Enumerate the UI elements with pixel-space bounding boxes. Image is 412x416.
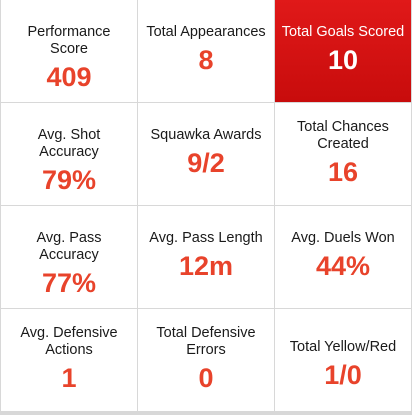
stat-label: Performance Score — [27, 24, 111, 57]
stat-label: Total Chances Created — [297, 119, 389, 152]
stat-label: Avg. Duels Won — [291, 230, 395, 246]
stat-label: Total Goals Scored — [281, 24, 405, 40]
stat-avg-shot-accuracy: Avg. Shot Accuracy 79% — [1, 103, 137, 205]
stat-squawka-awards: Squawka Awards 9/2 — [138, 103, 274, 205]
stat-label: Total Appearances — [146, 24, 266, 40]
stat-avg-duels-won: Avg. Duels Won 44% — [275, 206, 411, 308]
stat-label: Avg. Pass Length — [149, 230, 263, 246]
stat-total-goals-scored: Total Goals Scored 10 — [275, 0, 411, 102]
stat-total-yellow-red: Total Yellow/Red 1/0 — [275, 309, 411, 411]
stat-value: 77% — [41, 268, 97, 298]
stat-label: Avg. Defensive Actions — [20, 325, 118, 358]
stat-value: 409 — [46, 62, 92, 92]
stat-performance-score: Performance Score 409 — [1, 0, 137, 102]
stat-value: 0 — [198, 363, 214, 393]
stat-value: 12m — [178, 251, 234, 281]
stat-label: Avg. Pass Accuracy — [36, 230, 102, 263]
stat-value: 1 — [61, 363, 77, 393]
stat-total-defensive-errors: Total Defensive Errors 0 — [138, 309, 274, 411]
stat-avg-pass-length: Avg. Pass Length 12m — [138, 206, 274, 308]
stat-value: 9/2 — [187, 148, 225, 178]
stat-value: 10 — [327, 45, 359, 75]
stat-avg-defensive-actions: Avg. Defensive Actions 1 — [1, 309, 137, 411]
stat-label: Total Yellow/Red — [289, 339, 397, 355]
stat-avg-pass-accuracy: Avg. Pass Accuracy 77% — [1, 206, 137, 308]
stat-label: Avg. Shot Accuracy — [37, 127, 101, 160]
stat-total-chances-created: Total Chances Created 16 — [275, 103, 411, 205]
stat-label: Squawka Awards — [150, 127, 262, 143]
stat-value: 1/0 — [324, 360, 362, 390]
stat-label: Total Defensive Errors — [156, 325, 256, 358]
stat-value: 8 — [198, 45, 214, 75]
stat-total-appearances: Total Appearances 8 — [138, 0, 274, 102]
stat-value: 44% — [315, 251, 371, 281]
stat-value: 16 — [327, 157, 359, 187]
stat-value: 79% — [41, 165, 97, 195]
